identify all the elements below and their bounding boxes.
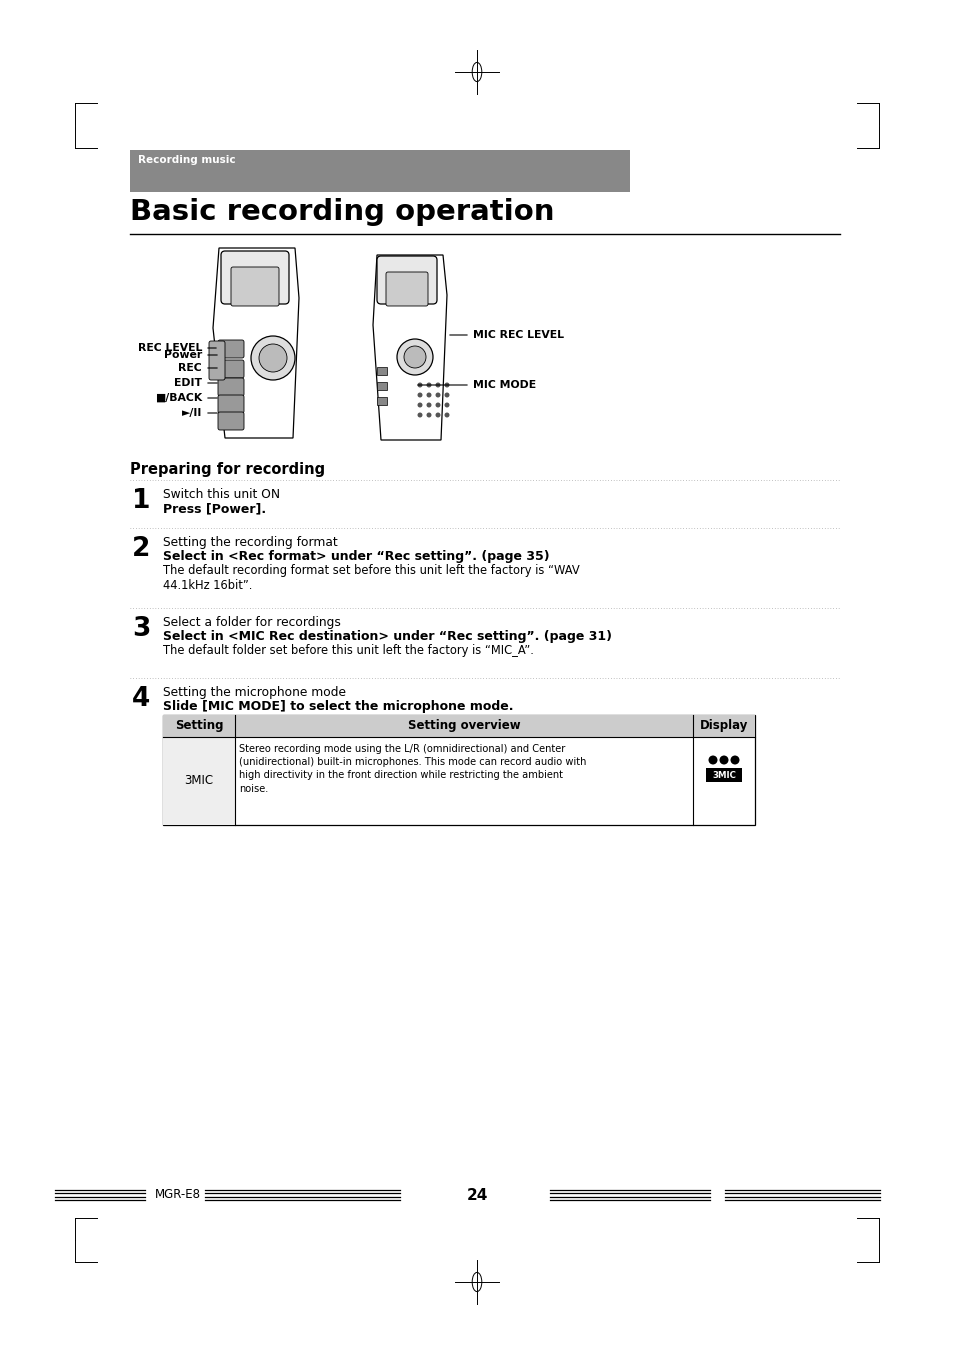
Bar bbox=[705, 768, 741, 783]
Circle shape bbox=[444, 402, 449, 408]
FancyBboxPatch shape bbox=[386, 272, 428, 306]
Text: EDIT: EDIT bbox=[173, 378, 202, 389]
Circle shape bbox=[426, 413, 431, 417]
Circle shape bbox=[435, 413, 440, 417]
Text: REC LEVEL: REC LEVEL bbox=[137, 343, 202, 353]
Text: Display: Display bbox=[700, 719, 747, 733]
Circle shape bbox=[708, 756, 717, 765]
Text: 1: 1 bbox=[132, 487, 151, 515]
Circle shape bbox=[417, 393, 422, 398]
Text: ■/BACK: ■/BACK bbox=[154, 393, 202, 403]
Text: Select a folder for recordings: Select a folder for recordings bbox=[163, 616, 340, 630]
Text: 2: 2 bbox=[132, 536, 151, 562]
Circle shape bbox=[435, 382, 440, 387]
FancyBboxPatch shape bbox=[218, 378, 244, 395]
Circle shape bbox=[417, 402, 422, 408]
FancyBboxPatch shape bbox=[231, 267, 278, 306]
Text: REC: REC bbox=[178, 363, 202, 372]
Polygon shape bbox=[213, 248, 298, 437]
Circle shape bbox=[435, 393, 440, 398]
FancyBboxPatch shape bbox=[221, 250, 289, 305]
Bar bbox=[163, 737, 234, 825]
Text: The default folder set before this unit left the factory is “MIC_A”.: The default folder set before this unit … bbox=[163, 645, 534, 657]
Bar bbox=[376, 382, 387, 390]
Text: MIC MODE: MIC MODE bbox=[473, 380, 536, 390]
FancyBboxPatch shape bbox=[209, 341, 225, 380]
Text: Recording music: Recording music bbox=[138, 154, 235, 165]
Text: 3: 3 bbox=[132, 616, 151, 642]
Text: The default recording format set before this unit left the factory is “WAV
44.1k: The default recording format set before … bbox=[163, 565, 579, 592]
Bar bbox=[376, 397, 387, 405]
Text: Setting: Setting bbox=[174, 719, 223, 733]
Text: MGR-E8: MGR-E8 bbox=[154, 1189, 201, 1201]
FancyBboxPatch shape bbox=[218, 340, 244, 357]
Text: Press [Power].: Press [Power]. bbox=[163, 502, 266, 515]
Circle shape bbox=[426, 382, 431, 387]
Text: Setting overview: Setting overview bbox=[407, 719, 519, 733]
Text: 24: 24 bbox=[466, 1187, 487, 1202]
Circle shape bbox=[444, 382, 449, 387]
Circle shape bbox=[396, 338, 433, 375]
Text: Preparing for recording: Preparing for recording bbox=[130, 462, 325, 477]
Circle shape bbox=[444, 393, 449, 398]
Text: 3MIC: 3MIC bbox=[184, 774, 213, 788]
FancyBboxPatch shape bbox=[218, 412, 244, 431]
Text: Slide [MIC MODE] to select the microphone mode.: Slide [MIC MODE] to select the microphon… bbox=[163, 700, 513, 714]
Text: Power: Power bbox=[164, 349, 202, 360]
Text: Select in <Rec format> under “Rec setting”. (page 35): Select in <Rec format> under “Rec settin… bbox=[163, 550, 549, 563]
Text: Basic recording operation: Basic recording operation bbox=[130, 198, 554, 226]
FancyBboxPatch shape bbox=[218, 395, 244, 413]
Circle shape bbox=[719, 756, 728, 765]
Text: Setting the recording format: Setting the recording format bbox=[163, 536, 337, 548]
Text: Select in <MIC Rec destination> under “Rec setting”. (page 31): Select in <MIC Rec destination> under “R… bbox=[163, 630, 612, 643]
Bar bbox=[376, 367, 387, 375]
Circle shape bbox=[403, 347, 426, 368]
Text: Stereo recording mode using the L/R (omnidirectional) and Center
(unidirectional: Stereo recording mode using the L/R (omn… bbox=[239, 743, 586, 793]
Bar bbox=[163, 715, 754, 825]
Circle shape bbox=[417, 382, 422, 387]
Circle shape bbox=[417, 413, 422, 417]
Polygon shape bbox=[373, 255, 447, 440]
Text: Switch this unit ON: Switch this unit ON bbox=[163, 487, 280, 501]
Bar bbox=[130, 150, 629, 192]
Text: 4: 4 bbox=[132, 686, 150, 712]
Text: 3MIC: 3MIC bbox=[711, 772, 735, 780]
Circle shape bbox=[258, 344, 287, 372]
FancyBboxPatch shape bbox=[376, 256, 436, 305]
Circle shape bbox=[426, 402, 431, 408]
Text: Setting the microphone mode: Setting the microphone mode bbox=[163, 686, 346, 699]
Circle shape bbox=[435, 402, 440, 408]
Circle shape bbox=[444, 413, 449, 417]
Text: ►/II: ►/II bbox=[181, 408, 202, 418]
FancyBboxPatch shape bbox=[218, 360, 244, 378]
Circle shape bbox=[426, 393, 431, 398]
Bar bbox=[163, 715, 754, 737]
Circle shape bbox=[730, 756, 739, 765]
Circle shape bbox=[251, 336, 294, 380]
Text: MIC REC LEVEL: MIC REC LEVEL bbox=[473, 330, 563, 340]
